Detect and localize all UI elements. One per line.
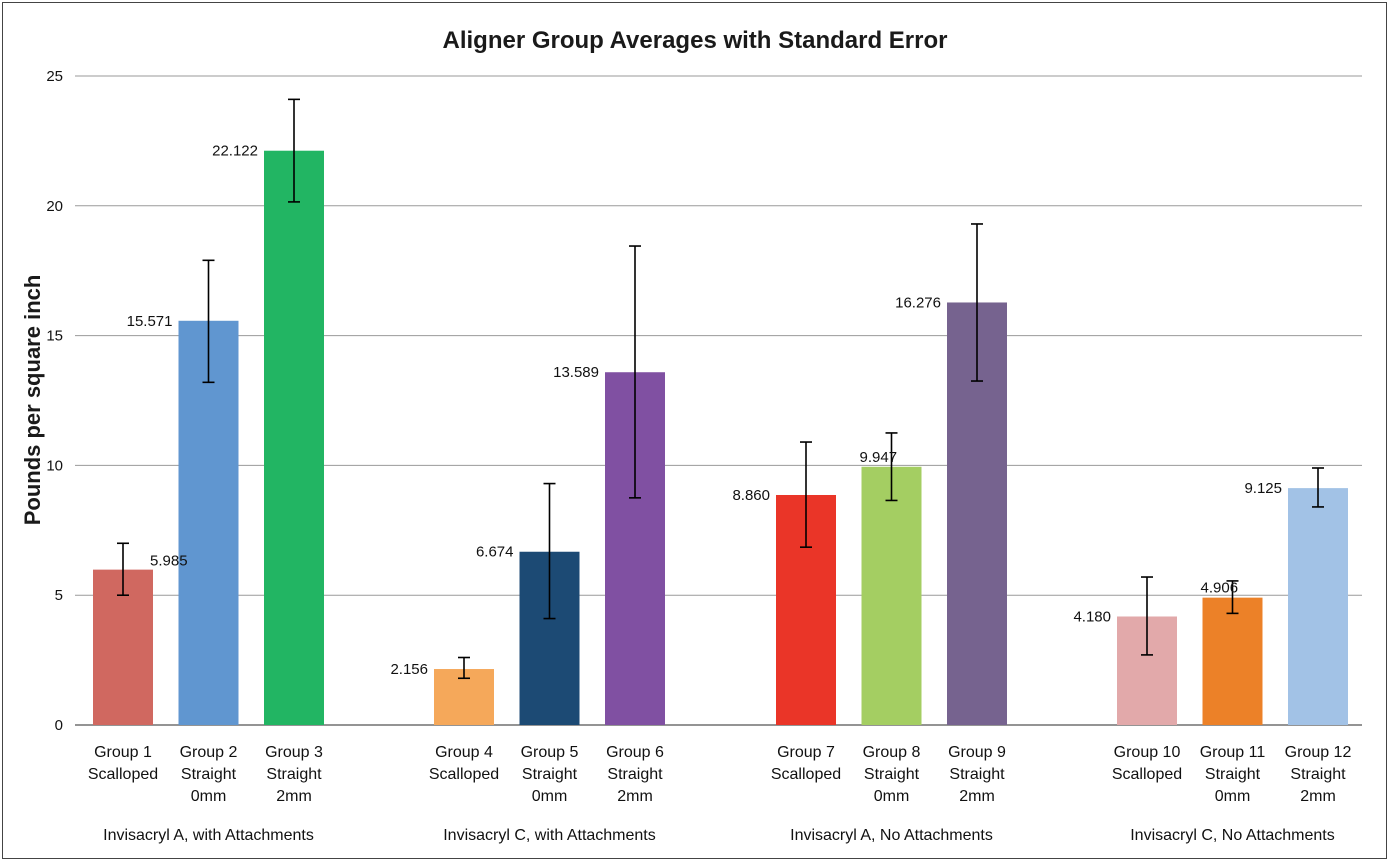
y-tick-label: 25	[46, 68, 63, 85]
category-label: Group 5	[521, 744, 579, 761]
category-label: 0mm	[874, 788, 910, 805]
category-label: Group 11	[1200, 744, 1266, 761]
category-label: Group 3	[265, 744, 323, 761]
y-tick-label: 10	[46, 457, 63, 474]
y-axis-label: Pounds per square inch	[20, 275, 45, 526]
category-label: Straight	[607, 766, 663, 783]
group-label: Invisacryl A, No Attachments	[790, 827, 993, 844]
group-label: Invisacryl C, with Attachments	[443, 827, 656, 844]
category-label: Scalloped	[771, 766, 841, 783]
data-label: 9.947	[860, 449, 898, 466]
category-label: Scalloped	[1112, 766, 1182, 783]
category-label: Straight	[181, 766, 237, 783]
category-label: 2mm	[959, 788, 995, 805]
chart-title: Aligner Group Averages with Standard Err…	[443, 27, 948, 54]
category-label: Straight	[864, 766, 920, 783]
y-tick-label: 0	[55, 717, 63, 734]
category-label: 2mm	[1300, 788, 1336, 805]
y-tick-label: 15	[46, 328, 63, 345]
category-labels: Group 1 Scalloped Group 2 Straight 0mm Group …	[88, 744, 1352, 805]
category-label: Group 10	[1114, 744, 1181, 761]
category-label: Group 1	[94, 744, 152, 761]
category-label: 0mm	[532, 788, 568, 805]
category-label: Group 9	[948, 744, 1006, 761]
category-label: 0mm	[1215, 788, 1251, 805]
data-label: 15.571	[127, 313, 173, 330]
category-label: Group 6	[606, 744, 664, 761]
category-label: Straight	[1290, 766, 1346, 783]
bar-group-2	[178, 320, 239, 725]
category-label: Group 2	[180, 744, 238, 761]
data-label: 5.985	[150, 553, 188, 570]
category-label: 0mm	[191, 788, 227, 805]
group-label: Invisacryl C, No Attachments	[1130, 827, 1335, 844]
category-label: Scalloped	[429, 766, 499, 783]
data-label: 13.589	[553, 364, 599, 381]
data-label: 2.156	[390, 661, 428, 678]
category-label: 2mm	[617, 788, 653, 805]
y-tick-labels: 0 5 10 15 20 25	[46, 68, 63, 734]
data-label: 22.122	[212, 143, 258, 160]
category-label: Group 7	[777, 744, 835, 761]
data-label: 8.860	[732, 487, 770, 504]
data-label: 4.906	[1201, 580, 1239, 597]
category-label: Group 12	[1285, 744, 1352, 761]
data-label: 9.125	[1244, 480, 1282, 497]
group-label: Invisacryl A, with Attachments	[103, 827, 314, 844]
category-label: Group 8	[863, 744, 921, 761]
category-label: Straight	[266, 766, 322, 783]
category-label: Scalloped	[88, 766, 158, 783]
bar-group-3	[264, 150, 324, 725]
category-label: Straight	[522, 766, 578, 783]
error-bars	[117, 98, 1324, 680]
bar-group-8	[861, 466, 922, 725]
bars	[93, 150, 1348, 725]
category-label: 2mm	[276, 788, 312, 805]
data-label: 4.180	[1073, 608, 1111, 625]
category-label: Group 4	[435, 744, 493, 761]
data-label: 6.674	[476, 544, 514, 561]
y-tick-label: 5	[55, 587, 63, 604]
y-tick-label: 20	[46, 198, 63, 215]
data-label: 16.276	[895, 294, 941, 311]
bar-group-11	[1202, 597, 1263, 725]
data-labels: 5.985 15.571 22.122 2.156 6.674 13.589 8.860 9.…	[127, 143, 1282, 678]
bar-group-12	[1288, 488, 1348, 725]
category-label: Straight	[949, 766, 1005, 783]
group-labels: Invisacryl A, with Attachments Invisacryl…	[103, 827, 1335, 844]
category-label: Straight	[1205, 766, 1261, 783]
